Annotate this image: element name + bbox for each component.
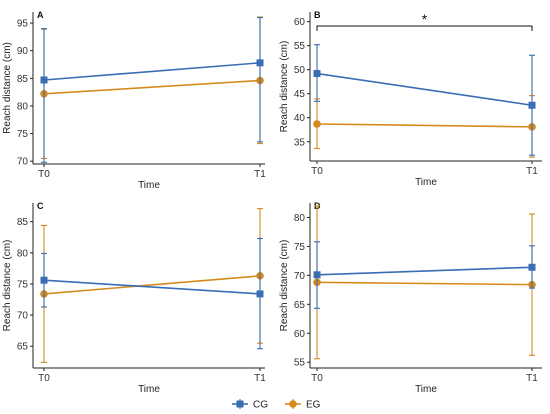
series-eg [313,205,536,360]
y-axis-title: Reach distance (cm) [279,41,290,133]
series-cg [40,237,264,350]
series-line [43,279,261,295]
legend-label: CG [253,400,268,411]
y-tick-label: 45 [294,89,306,100]
legend-label: EG [306,400,321,411]
panel-c: 65 70 75 80 85 T0 T1 Time Reach distance (cm) C [2,201,266,395]
series-line [316,266,533,276]
data-point [313,120,321,128]
y-tick-label: 90 [17,46,29,57]
data-point [256,59,264,67]
panel-a: 70 75 80 85 90 95 T0 T1 Time Reach distance (cm) A [2,10,266,191]
y-tick-label: 75 [17,129,29,140]
x-axis-title: Time [415,177,437,188]
data-point [313,271,321,279]
series-line [43,79,261,95]
y-tick-label: 40 [294,113,306,124]
series-line [316,123,533,128]
panel-letter: C [37,201,44,211]
y-tick-label: 60 [294,329,306,340]
series-line [43,62,261,81]
panel-b: 35 40 45 50 55 60 T0 T1 Time Reach distance (cm) B… [279,10,542,188]
x-axis-title: Time [138,384,160,395]
y-axis-title: Reach distance (cm) [2,42,13,134]
y-tick-label: 95 [17,19,29,30]
data-point [256,290,264,298]
y-tick-label: 75 [17,279,29,290]
series-eg [40,16,264,160]
data-point [40,276,48,284]
data-point [40,76,48,84]
x-tick-label: T1 [526,166,538,177]
x-tick-label: T1 [254,169,266,180]
y-tick-label: 75 [294,242,306,253]
data-point [528,101,536,109]
y-tick-label: 35 [294,137,306,148]
x-tick-label: T1 [254,373,266,384]
y-tick-label: 80 [17,248,29,259]
panel-letter: A [37,10,44,20]
data-point [313,70,321,78]
x-axis-title: Time [415,384,437,395]
y-tick-label: 70 [17,311,29,322]
x-axis-title: Time [138,180,160,191]
series-line [43,275,261,295]
legend-marker [289,400,297,408]
series-eg [40,208,264,363]
y-tick-label: 85 [17,74,29,85]
y-tick-label: 65 [17,342,29,353]
data-point [528,263,536,271]
y-tick-label: 80 [294,213,306,224]
series-cg [313,241,536,309]
y-tick-label: 65 [294,300,306,311]
x-tick-label: T0 [38,373,50,384]
y-tick-label: 50 [294,65,306,76]
legend-marker [236,400,244,408]
legend-item-eg: EG [285,399,321,411]
y-tick-label: 60 [294,17,306,28]
y-tick-label: 80 [17,101,29,112]
legend: CG EG [232,399,321,411]
significance-star: * [422,11,428,27]
y-tick-label: 55 [294,358,306,369]
y-tick-label: 85 [17,217,29,228]
series-cg [313,44,536,156]
y-axis-title: Reach distance (cm) [2,240,13,332]
x-tick-label: T1 [526,373,538,384]
series-line [316,72,533,107]
x-tick-label: T0 [311,166,323,177]
x-tick-label: T0 [311,373,323,384]
y-tick-label: 55 [294,41,306,52]
series-cg [40,16,264,163]
y-tick-label: 70 [294,271,306,282]
y-tick-label: 70 [17,157,29,168]
significance-bracket [316,25,533,31]
series-line [316,281,533,286]
y-axis-title: Reach distance (cm) [279,240,290,332]
panel-letter: B [314,10,321,20]
x-tick-label: T0 [38,169,50,180]
legend-item-cg: CG [232,399,268,411]
series-eg [313,95,536,158]
